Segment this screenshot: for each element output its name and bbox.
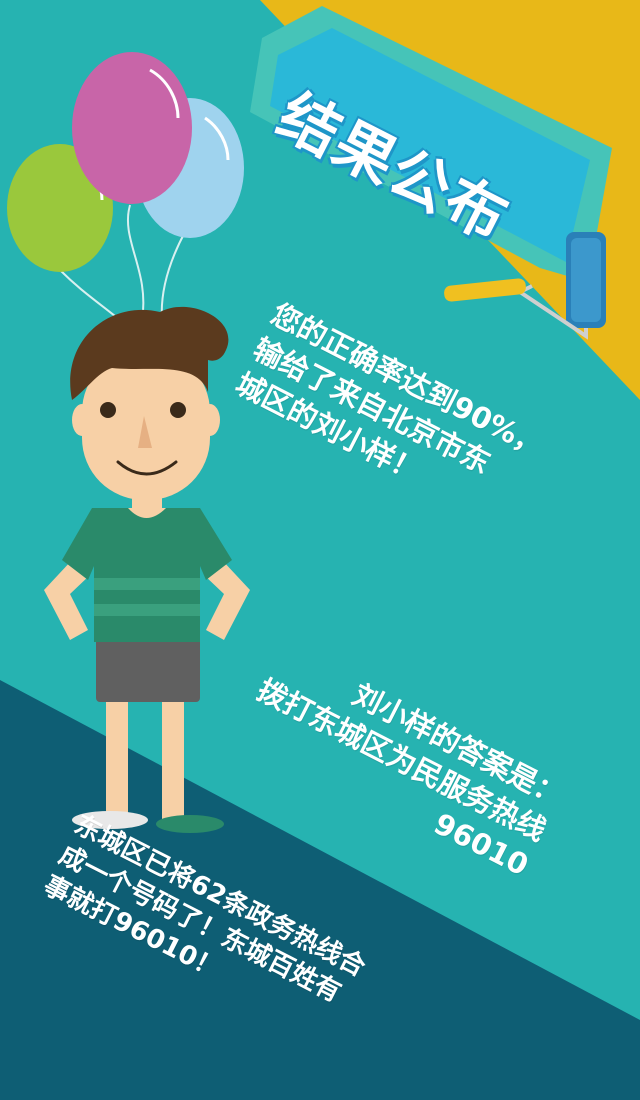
banner-stripe bbox=[250, 6, 612, 282]
paint-roller-icon bbox=[444, 232, 606, 340]
navy-bottom-band bbox=[0, 680, 640, 1100]
balloon-blue-shine bbox=[204, 116, 230, 161]
balloon-strings bbox=[59, 204, 186, 321]
balloon-pink-shine bbox=[149, 68, 180, 119]
boy-character bbox=[44, 306, 250, 833]
balloon-pink bbox=[72, 52, 192, 204]
